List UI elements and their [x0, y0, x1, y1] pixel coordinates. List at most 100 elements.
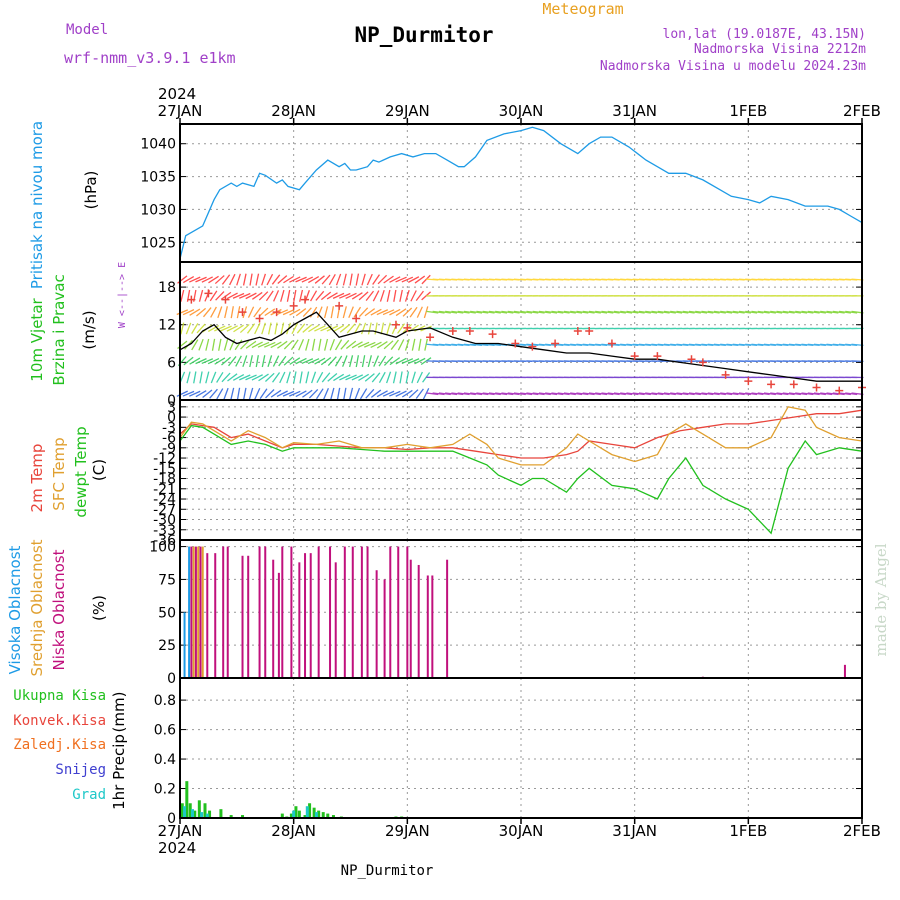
wind-barb: [838, 392, 851, 396]
wind-barb: [270, 341, 282, 349]
wind-barb: [488, 392, 501, 396]
wind-barb: [382, 390, 395, 397]
wind-barb: [401, 276, 414, 283]
wind-barb: [582, 310, 595, 314]
wind-barb: [751, 392, 764, 396]
wind-barb: [838, 310, 851, 314]
wind-barb: [377, 274, 388, 285]
wind-barb: [316, 306, 323, 318]
wind-barb: [230, 387, 235, 400]
gust-marker: [403, 323, 412, 332]
wind-barb: [280, 289, 285, 302]
wind-barb: [334, 339, 343, 351]
wind-barb: [308, 324, 320, 333]
wind-barb: [807, 392, 820, 396]
wind-barb: [407, 358, 420, 365]
wind-barb: [845, 310, 858, 314]
wind-barb: [376, 309, 389, 316]
wind-barb: [507, 310, 520, 314]
wind-barb: [329, 338, 336, 351]
wind-barb: [651, 310, 664, 314]
grad-bar: [205, 813, 209, 818]
wind-barb: [421, 291, 431, 301]
wind-barb: [613, 310, 626, 314]
wind-barb: [670, 310, 683, 314]
wind-barb: [695, 310, 708, 314]
y-tick-label: 0: [167, 393, 176, 409]
wind-barb: [801, 392, 814, 396]
wind-barb: [408, 389, 419, 399]
gust-marker: [204, 289, 213, 298]
wind-barb: [379, 289, 385, 302]
wind-barb: [320, 291, 332, 301]
wind-barb: [227, 373, 238, 382]
wind-barb: [402, 307, 413, 317]
wind-barb: [202, 389, 213, 398]
wind-barb: [557, 392, 570, 396]
wind-barb: [314, 357, 326, 365]
wind-barb: [348, 306, 354, 318]
y-tick-label: 0: [167, 811, 176, 827]
wind-barb: [551, 392, 564, 396]
wind-barb: [182, 309, 195, 316]
wind-barb: [214, 325, 226, 332]
wind-barb: [607, 392, 620, 396]
wind-barb: [279, 371, 286, 384]
wind-barb: [751, 310, 764, 314]
low_cloud-bar: [843, 664, 846, 678]
wind-barb: [298, 339, 305, 351]
wind-barb: [249, 355, 253, 368]
wind-barb: [576, 392, 589, 396]
model-elevation-label: Nadmorska Visina u modelu 2024.23m: [600, 59, 866, 74]
wind-barb: [360, 322, 367, 335]
wind-barb: [424, 338, 428, 351]
wind-barb: [513, 310, 526, 314]
wind-barb: [501, 392, 514, 396]
wind-barb: [345, 374, 357, 381]
top-year-label: 2024: [158, 85, 196, 103]
wind-barb: [201, 358, 214, 365]
wind-barb: [207, 357, 220, 365]
high_cloud-bar: [183, 612, 186, 678]
gust-marker: [573, 327, 582, 335]
y-tick-label: -21: [153, 482, 176, 498]
wind-barb: [370, 308, 382, 316]
low_cloud-bar: [290, 546, 293, 678]
wind-barb: [389, 308, 401, 316]
wind-barb: [651, 392, 664, 396]
wind-barb: [376, 390, 388, 398]
wind-barb: [657, 392, 670, 396]
panel-precip: 0 0.2 0.4 0.6 0.8: [154, 677, 863, 827]
t2m-line: [179, 409, 863, 459]
wind-barb: [257, 341, 270, 348]
wind-barb: [223, 338, 229, 351]
wind-barb: [332, 292, 345, 299]
gust-marker: [187, 295, 196, 304]
wind-barb: [223, 387, 229, 400]
wind-barb: [245, 340, 257, 349]
top-date-tick-label: 28JAN: [271, 102, 316, 120]
wind-barb: [670, 392, 683, 396]
wind-barb: [251, 374, 263, 381]
wind-barb: [638, 310, 651, 314]
wind-barb: [245, 292, 257, 300]
y-tick-label: 3: [167, 400, 176, 416]
wind-barb: [663, 310, 676, 314]
wind-barb: [246, 323, 256, 334]
wind-barb: [401, 358, 414, 365]
wind-barb: [416, 306, 423, 318]
wind-barb: [570, 392, 583, 396]
wind-barb: [339, 324, 350, 333]
wind-compass-label: W <--|--> E: [117, 262, 128, 328]
wind-barb: [314, 275, 325, 284]
wind-barb: [389, 276, 401, 283]
wind-barb: [732, 392, 745, 396]
wind-barb: [520, 392, 533, 396]
wind-barb: [189, 357, 201, 365]
wind-axis-title-2: Brzina i Pravac: [50, 274, 68, 385]
wind-barb: [688, 392, 701, 396]
y-axis-titles: Pritisak na nivou mora (hPa) 10m Vjetar …: [6, 121, 128, 810]
wind-barb: [232, 373, 245, 381]
wind-barb: [551, 310, 564, 314]
wind-barb: [601, 310, 614, 314]
